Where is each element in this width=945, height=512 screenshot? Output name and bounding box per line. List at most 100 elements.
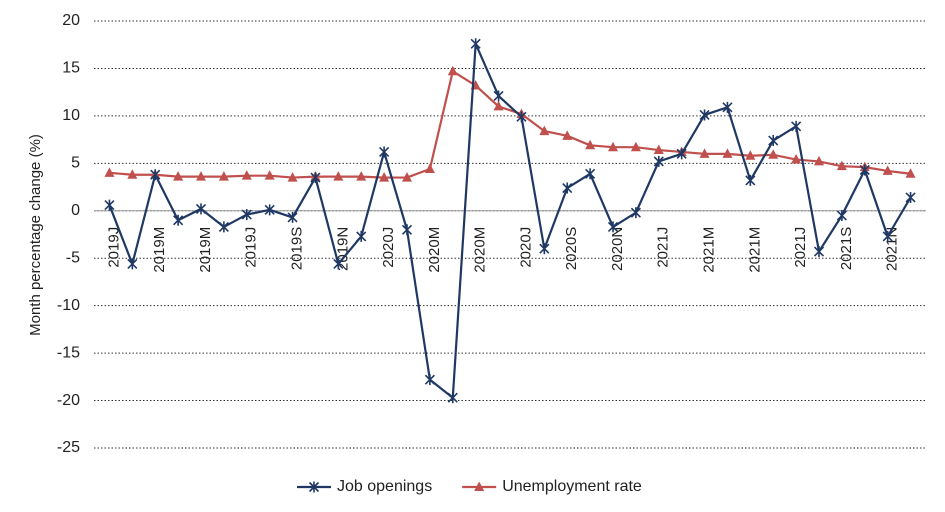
marker	[241, 170, 252, 180]
marker	[264, 204, 275, 216]
marker	[447, 392, 458, 404]
y-axis-title: Month percentage change (%)	[27, 134, 44, 336]
marker	[287, 211, 298, 223]
x-tick-label: 2020M	[426, 227, 443, 273]
marker	[882, 230, 893, 242]
x-tick-label: 2021S	[838, 227, 855, 270]
marker	[379, 172, 390, 182]
x-tick-label: 2020J	[517, 227, 534, 268]
marker	[630, 141, 641, 152]
marker	[516, 111, 527, 123]
marker	[127, 169, 138, 179]
marker	[791, 120, 802, 132]
y-tick-label: 0	[71, 202, 80, 219]
x-tick-label: 2020N	[609, 227, 626, 271]
marker	[699, 148, 710, 158]
marker	[402, 172, 412, 182]
marker	[424, 163, 435, 174]
marker	[562, 130, 573, 140]
marker	[768, 135, 779, 147]
marker	[791, 154, 802, 164]
x-tick-label: 2020S	[563, 227, 580, 270]
marker	[814, 155, 824, 166]
y-tick-label: -15	[57, 344, 80, 361]
marker	[173, 171, 184, 181]
marker	[699, 109, 710, 121]
marker	[745, 174, 756, 186]
marker	[722, 101, 733, 113]
marker	[150, 169, 161, 181]
marker	[218, 221, 229, 233]
marker	[562, 182, 573, 194]
marker	[585, 168, 596, 180]
marker	[493, 100, 504, 111]
y-tick-label: -20	[57, 392, 80, 409]
y-tick-label: 10	[62, 107, 80, 124]
marker	[356, 171, 367, 181]
legend-label: Job openings	[337, 478, 432, 495]
x-tick-label: 2021M	[746, 227, 763, 273]
series-line	[109, 70, 911, 179]
marker	[195, 203, 207, 215]
x-tick-label: 2021M	[701, 227, 718, 273]
marker	[241, 209, 252, 221]
marker	[745, 150, 756, 160]
marker	[310, 172, 321, 184]
marker	[308, 481, 320, 493]
marker	[379, 146, 390, 158]
marker	[722, 148, 733, 158]
marker	[882, 165, 893, 175]
y-tick-label: -5	[66, 249, 80, 266]
marker	[173, 214, 184, 226]
marker	[333, 171, 344, 181]
marker	[836, 210, 847, 222]
marker	[287, 172, 298, 182]
x-tick-label: 2020J	[380, 227, 397, 268]
marker	[470, 38, 481, 50]
x-tick-label: 2021J	[655, 227, 672, 268]
marker	[104, 199, 115, 211]
marker	[539, 243, 550, 255]
x-tick-label: 2019S	[289, 227, 306, 270]
marker	[447, 65, 458, 76]
x-tick-label: 2019M	[197, 227, 214, 273]
marker	[905, 191, 916, 203]
marker	[676, 148, 687, 160]
y-tick-label: 20	[62, 12, 80, 29]
marker	[813, 246, 825, 258]
marker	[768, 149, 779, 159]
marker	[333, 258, 344, 270]
marker	[905, 168, 916, 178]
marker	[585, 139, 596, 150]
marker	[608, 141, 618, 152]
x-tick-label: 2019M	[151, 227, 168, 273]
marker	[859, 164, 870, 176]
marker	[401, 224, 413, 236]
x-tick-label: 2019J	[243, 227, 260, 268]
marker	[196, 171, 206, 181]
y-tick-label: -10	[57, 297, 80, 314]
marker	[653, 155, 664, 167]
x-tick-label: 2020M	[472, 227, 489, 273]
y-tick-label: -25	[57, 439, 80, 456]
marker	[630, 207, 641, 219]
marker	[424, 374, 435, 386]
marker	[356, 230, 367, 242]
marker	[264, 170, 275, 180]
marker	[607, 221, 619, 233]
marker	[653, 144, 664, 155]
marker	[474, 481, 485, 491]
marker	[493, 90, 504, 102]
x-tick-label: 2019J	[105, 227, 122, 268]
x-tick-label: 2021J	[792, 227, 809, 268]
y-tick-label: 5	[71, 155, 80, 172]
marker	[127, 258, 138, 270]
legend-label: Unemployment rate	[502, 478, 642, 495]
series-line	[108, 42, 912, 399]
marker	[539, 125, 550, 136]
y-tick-label: 15	[62, 60, 80, 77]
marker	[104, 167, 115, 177]
marker	[218, 171, 229, 181]
